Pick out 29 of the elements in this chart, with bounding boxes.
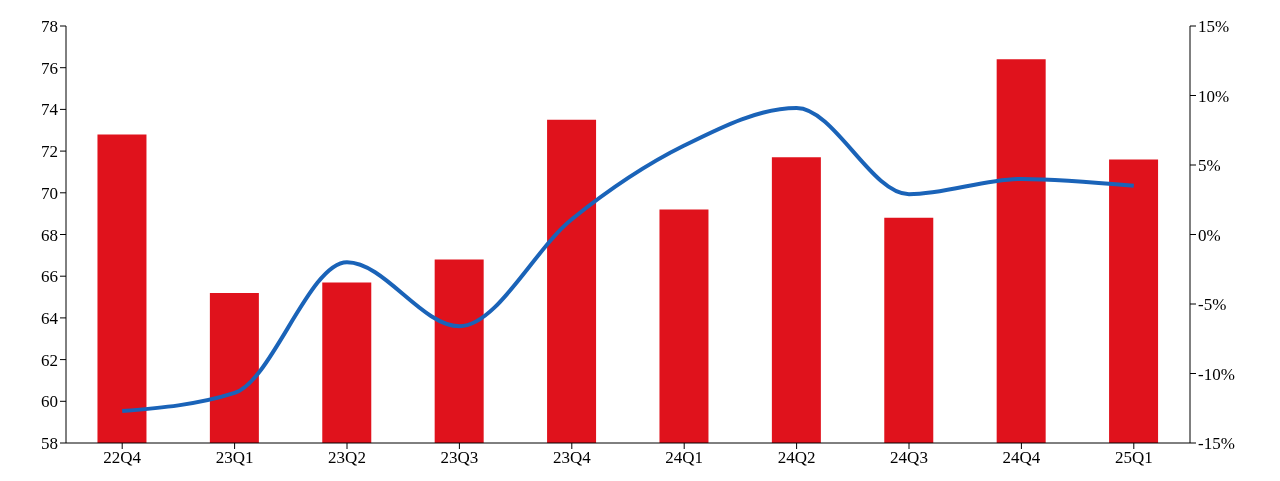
x-tick-label: 24Q1: [665, 448, 704, 468]
y-tick-label: 74: [41, 100, 59, 120]
x-tick-label: 23Q2: [328, 448, 366, 468]
y-tick-label: 60: [41, 392, 58, 412]
y2-tick-label: 5%: [1198, 156, 1221, 176]
x-tick-label: 23Q1: [215, 448, 254, 468]
x-tick-label: 24Q3: [890, 448, 928, 468]
x-tick-label: 23Q4: [552, 448, 592, 468]
y2-tick-label: 15%: [1198, 17, 1230, 37]
y-tick-label: 66: [41, 267, 58, 287]
y-tick-label: 68: [41, 225, 58, 245]
y-tick-label: 70: [41, 183, 58, 203]
x-tick-label: 24Q2: [777, 448, 816, 468]
y-tick-label: 78: [41, 17, 58, 37]
x-tick-label: 25Q1: [1114, 448, 1153, 468]
line-series: [120, 106, 1136, 414]
y2-tick-label: -15%: [1198, 434, 1235, 454]
y2-tick-label: -5%: [1198, 295, 1227, 315]
y2-tick-label: 0%: [1198, 225, 1221, 245]
x-tick-label: 23Q3: [440, 448, 479, 468]
x-tick-label: 22Q4: [103, 448, 142, 468]
y2-tick-label: -10%: [1198, 364, 1235, 384]
x-tick-label: 24Q4: [1002, 448, 1041, 468]
y-tick-label: 64: [41, 308, 59, 328]
y-tick-label: 58: [41, 434, 58, 454]
y-tick-label: 76: [41, 58, 58, 78]
y-tick-label: 62: [41, 350, 58, 370]
y2-tick-label: 10%: [1198, 86, 1230, 106]
y-tick-label: 72: [41, 142, 58, 162]
